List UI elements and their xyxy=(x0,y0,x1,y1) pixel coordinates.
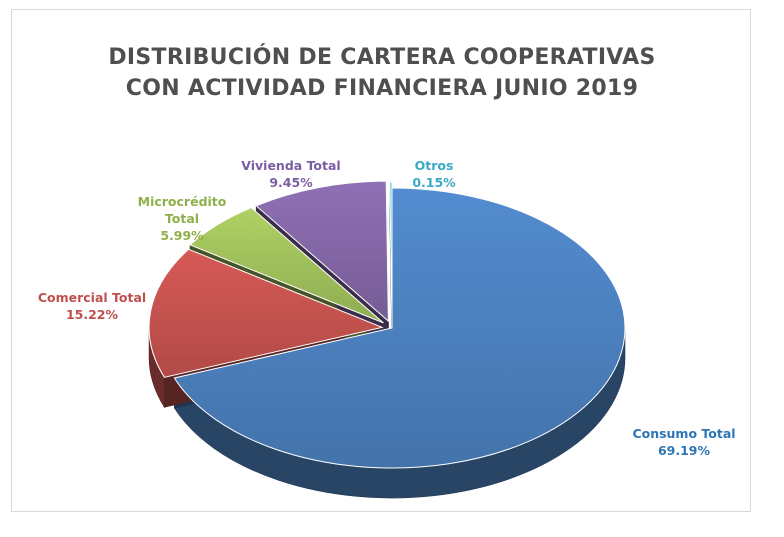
chart-title-line-1: DISTRIBUCIÓN DE CARTERA COOPERATIVAS xyxy=(108,45,656,70)
slice-otros xyxy=(389,181,393,322)
chart-frame: DISTRIBUCIÓN DE CARTERA COOPERATIVAS CON… xyxy=(11,9,751,512)
slice-vivienda-total xyxy=(255,180,389,323)
data-label-otros: Otros 0.15% xyxy=(412,158,456,190)
data-label-vivienda-total: Vivienda Total 9.45% xyxy=(241,158,340,190)
data-label-microcr-dito-total: Microcrédito Total 5.99% xyxy=(138,194,227,243)
pie-tops xyxy=(148,180,626,469)
slice-microcr-dito-total xyxy=(189,207,384,324)
slice-comercial-total xyxy=(148,248,384,378)
chart-title: DISTRIBUCIÓN DE CARTERA COOPERATIVAS CON… xyxy=(12,42,752,104)
chart-title-line-2: CON ACTIVIDAD FINANCIERA JUNIO 2019 xyxy=(125,76,639,101)
pie-chart: Consumo Total 69.19% Comercial Total 15.22%… xyxy=(38,158,736,499)
data-label-comercial-total: Comercial Total 15.22% xyxy=(38,290,146,322)
data-labels: Consumo Total 69.19% Comercial Total 15.22%… xyxy=(38,158,736,458)
slice-consumo-total xyxy=(173,187,626,469)
data-label-consumo-total: Consumo Total 69.19% xyxy=(632,426,735,458)
